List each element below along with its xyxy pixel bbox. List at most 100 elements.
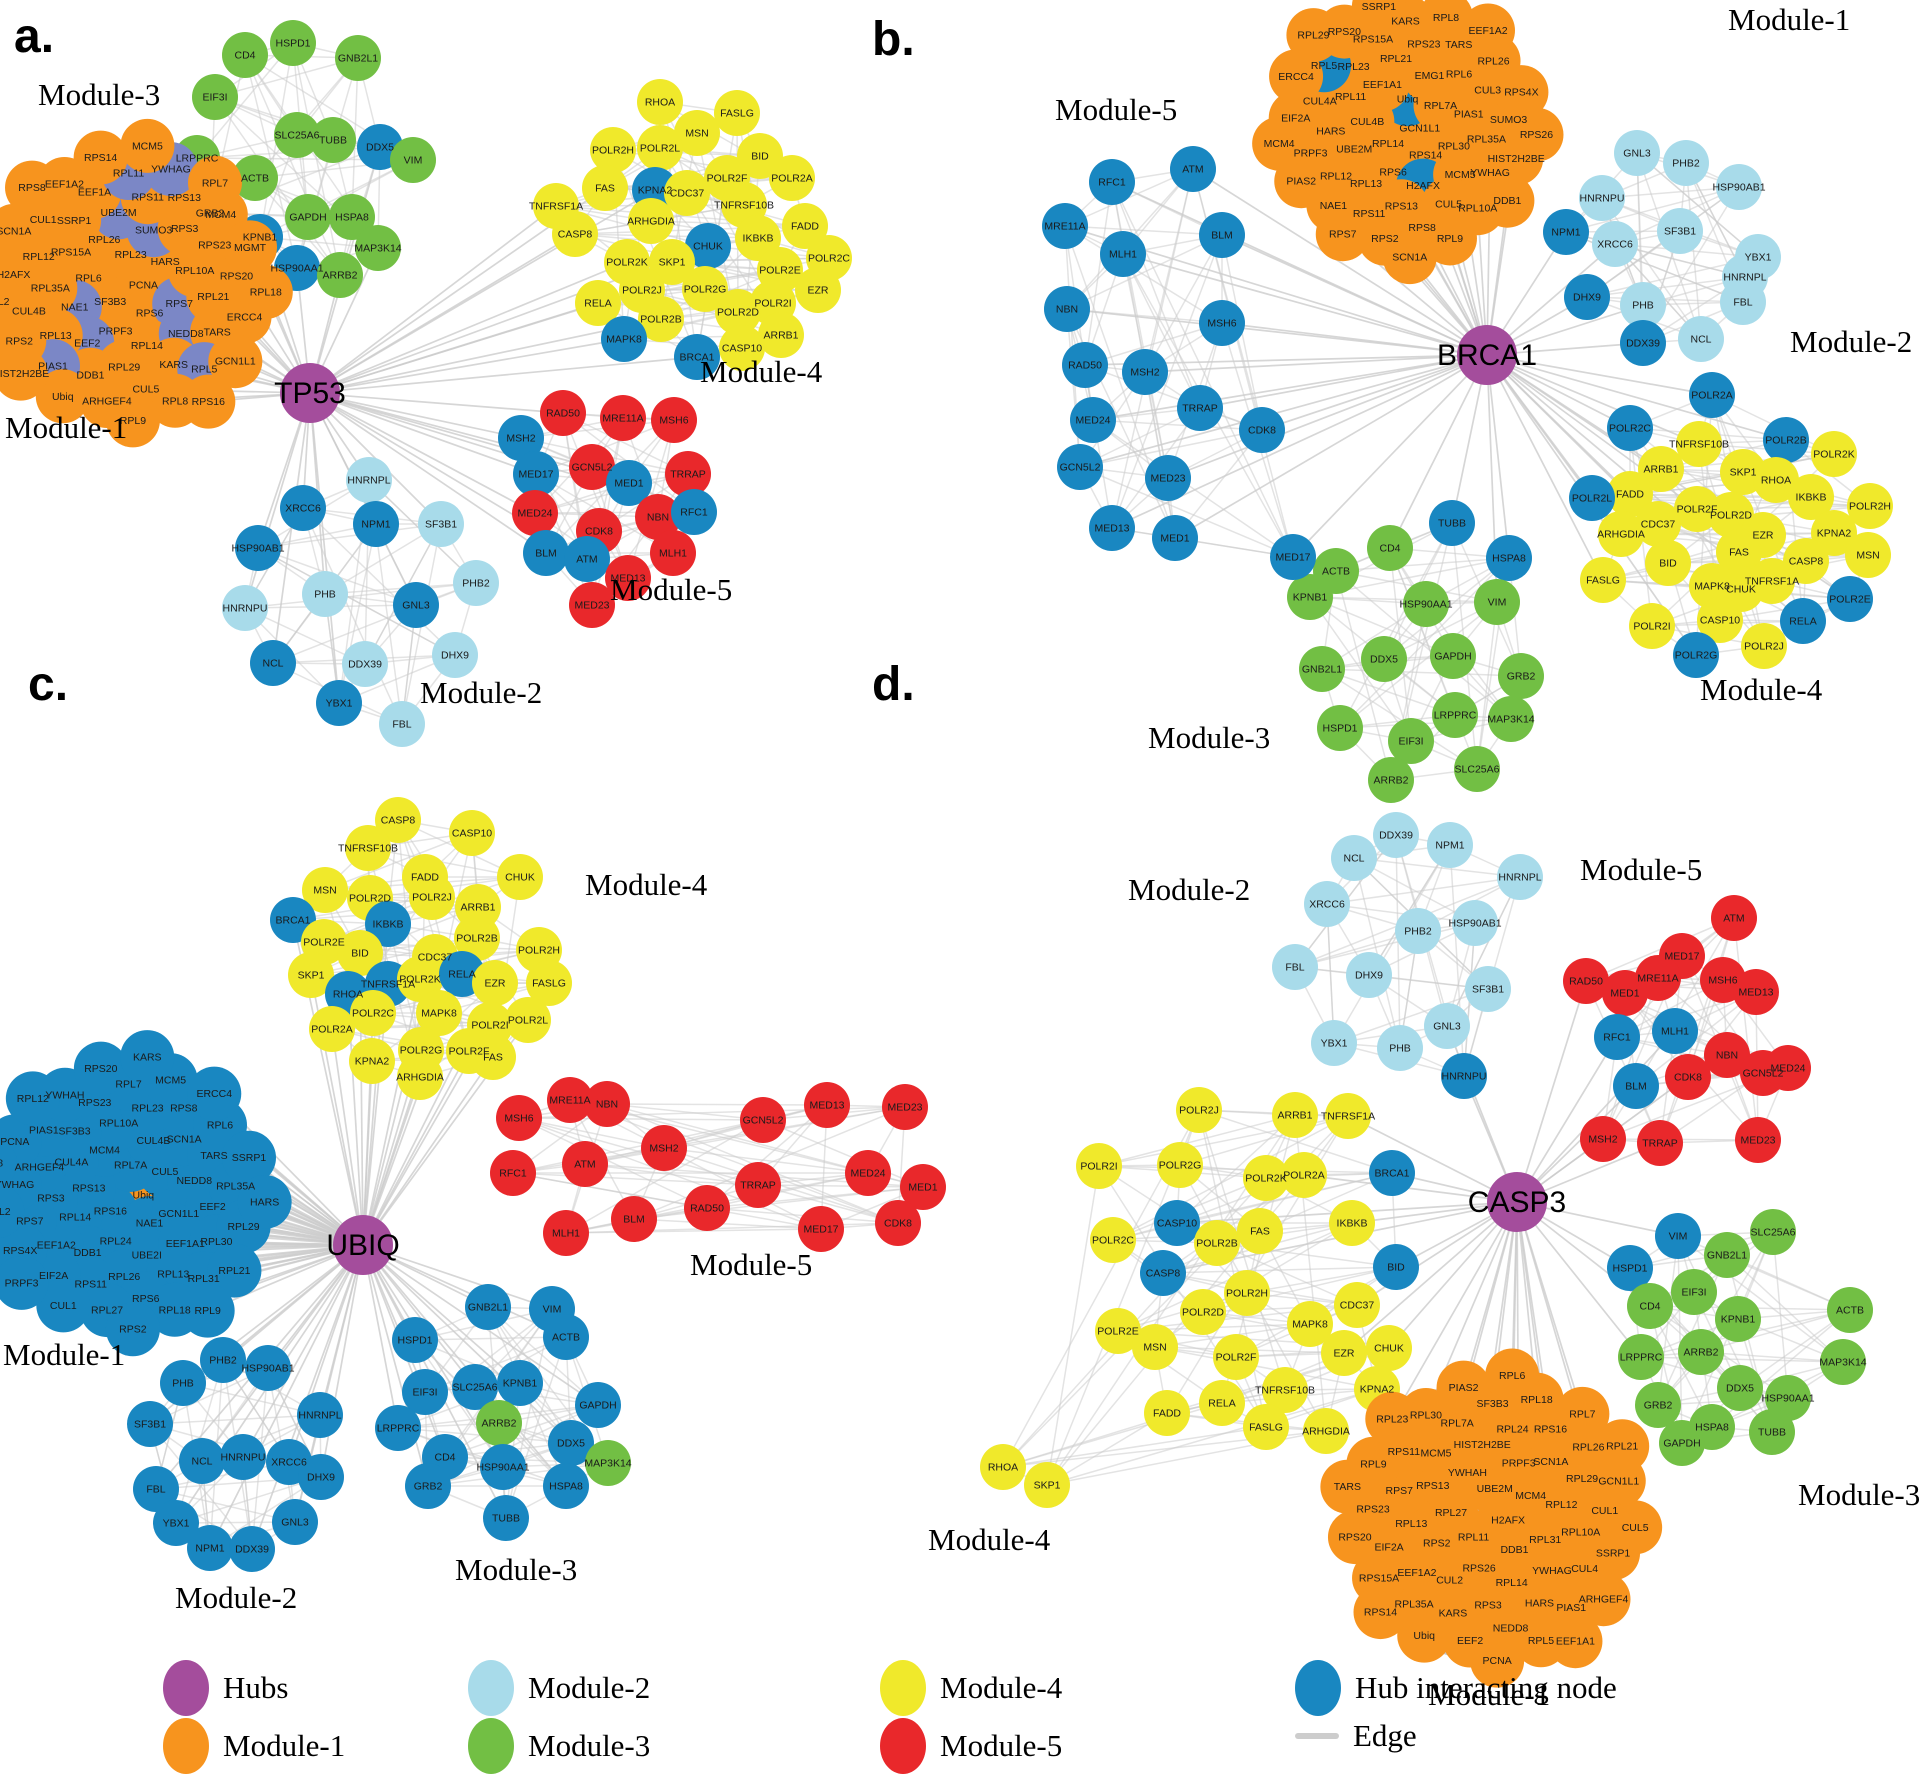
node-mlh1[interactable] (650, 530, 696, 576)
node-msn[interactable] (674, 110, 720, 156)
node-xrcc6[interactable] (1304, 881, 1350, 927)
node-polr2d[interactable] (715, 289, 761, 335)
node-polr2j[interactable] (1741, 623, 1787, 669)
node-lrpprc[interactable] (1432, 692, 1478, 738)
node-polr2b[interactable] (454, 915, 500, 961)
node-hspd1[interactable] (1317, 705, 1363, 751)
node-gnb2l1[interactable] (465, 1284, 511, 1330)
node-casp8[interactable] (552, 211, 598, 257)
node-casp8[interactable] (1783, 538, 1829, 584)
node-rad50[interactable] (1563, 958, 1609, 1004)
node-gnl3[interactable] (1614, 130, 1660, 176)
node-hnrnpu[interactable] (1441, 1053, 1487, 1099)
node-rpl23[interactable] (1365, 1391, 1420, 1446)
node-polr2k[interactable] (1811, 431, 1857, 477)
node-tubb[interactable] (310, 117, 356, 163)
node-phb[interactable] (1620, 282, 1666, 328)
node-fas[interactable] (1716, 529, 1762, 575)
hub-ubiq[interactable] (333, 1215, 393, 1275)
node-rpl7[interactable] (1555, 1386, 1610, 1441)
node-tnfrsf10b[interactable] (345, 825, 391, 871)
node-ddx39[interactable] (342, 641, 388, 687)
node-cul1[interactable] (36, 1278, 91, 1333)
node-npm1[interactable] (353, 501, 399, 547)
node-rps20[interactable] (1327, 1510, 1382, 1565)
node-gnb2l1[interactable] (1704, 1232, 1750, 1278)
node-cd4[interactable] (1627, 1283, 1673, 1329)
node-mlh1[interactable] (1100, 231, 1146, 277)
node-arrb1[interactable] (758, 312, 804, 358)
node-hsp90ab1[interactable] (1716, 164, 1762, 210)
node-tubb[interactable] (1749, 1409, 1795, 1455)
node-rela[interactable] (575, 280, 621, 326)
node-cdc37[interactable] (1334, 1282, 1380, 1328)
node-faslg[interactable] (714, 90, 760, 136)
node-ssrp1[interactable] (221, 1130, 276, 1185)
node-kpna2[interactable] (349, 1038, 395, 1084)
node-kpnb1[interactable] (497, 1360, 543, 1406)
node-chuk[interactable] (1366, 1325, 1412, 1371)
node-fbl[interactable] (379, 701, 425, 747)
node-hnrnpl[interactable] (1497, 854, 1543, 900)
node-rad50[interactable] (684, 1185, 730, 1231)
node-polr2g[interactable] (682, 266, 728, 312)
node-rpl8[interactable] (0, 1136, 17, 1190)
node-tnfrsf1a[interactable] (1749, 558, 1795, 604)
node-rad50[interactable] (540, 390, 586, 436)
node-msh2[interactable] (641, 1125, 687, 1171)
node-atm[interactable] (562, 1141, 608, 1187)
node-blm[interactable] (611, 1196, 657, 1242)
node-lrpprc[interactable] (375, 1405, 421, 1451)
node-map3k14[interactable] (1820, 1339, 1866, 1385)
node-hspd1[interactable] (392, 1317, 438, 1363)
node-ezr[interactable] (795, 267, 841, 313)
node-lrpprc[interactable] (1618, 1334, 1664, 1380)
node-sf3b1[interactable] (1657, 208, 1703, 254)
node-cd4[interactable] (222, 32, 268, 78)
node-mre11a[interactable] (1635, 955, 1681, 1001)
node-rela[interactable] (1199, 1380, 1245, 1426)
node-mlh1[interactable] (543, 1210, 589, 1256)
node-skp1[interactable] (649, 239, 695, 285)
node-scn1a[interactable] (1382, 230, 1437, 285)
node-ddx39[interactable] (229, 1526, 275, 1572)
node-polr2a[interactable] (1281, 1152, 1327, 1198)
node-polr2f[interactable] (1674, 486, 1720, 532)
node-ercc4[interactable] (1269, 49, 1324, 104)
node-polr2a[interactable] (309, 1006, 355, 1052)
node-gapdh[interactable] (575, 1382, 621, 1428)
node-casp8[interactable] (1140, 1250, 1186, 1296)
node-rps4x[interactable] (1494, 65, 1549, 120)
node-nbn[interactable] (1704, 1032, 1750, 1078)
node-cdc37[interactable] (664, 170, 710, 216)
node-polr2h[interactable] (1224, 1270, 1270, 1316)
node-hspd1[interactable] (1607, 1245, 1653, 1291)
node-hspa8[interactable] (1486, 535, 1532, 581)
node-mapk8[interactable] (1287, 1301, 1333, 1347)
node-phb2[interactable] (1395, 908, 1441, 954)
node-hspd1[interactable] (270, 20, 316, 66)
node-trrap[interactable] (665, 451, 711, 497)
node-blm[interactable] (1613, 1063, 1659, 1109)
node-eif3i[interactable] (1671, 1269, 1717, 1315)
node-polr2j[interactable] (1176, 1087, 1222, 1133)
node-bid[interactable] (1645, 540, 1691, 586)
node-hnrnpu[interactable] (220, 1434, 266, 1480)
node-hsp90aa1[interactable] (480, 1444, 526, 1490)
node-prpf3[interactable] (0, 1255, 49, 1310)
node-grb2[interactable] (1635, 1382, 1681, 1428)
node-ubiq[interactable] (35, 369, 90, 424)
node-eif3i[interactable] (402, 1369, 448, 1415)
node-arhgdia[interactable] (1598, 511, 1644, 557)
node-eif3i[interactable] (1388, 718, 1434, 764)
node-kpna2[interactable] (1811, 510, 1857, 556)
node-rps7[interactable] (1315, 207, 1370, 262)
node-xrcc6[interactable] (1592, 221, 1638, 267)
node-sf3b1[interactable] (1465, 966, 1511, 1012)
node-arhgdia[interactable] (628, 198, 674, 244)
node-arrb2[interactable] (1368, 757, 1414, 803)
node-map3k14[interactable] (355, 225, 401, 271)
node-arrb1[interactable] (1638, 446, 1684, 492)
node-npm1[interactable] (1427, 822, 1473, 868)
node-mcm4[interactable] (1252, 116, 1307, 171)
